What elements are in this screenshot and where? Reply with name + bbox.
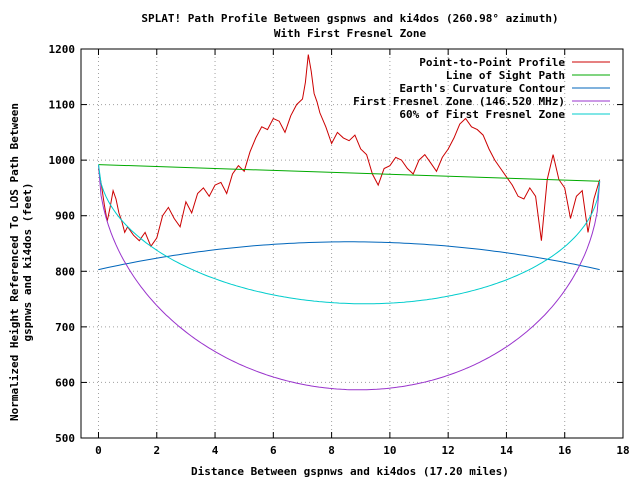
- legend-line-of-sight: Line of Sight Path: [446, 69, 610, 82]
- y-tick-label: 500: [55, 432, 75, 445]
- legend-profile: Point-to-Point Profile: [419, 56, 610, 69]
- y-tick-label: 600: [55, 376, 75, 389]
- chart-subtitle: With First Fresnel Zone: [274, 27, 427, 40]
- y-tick-label: 1100: [49, 99, 76, 112]
- earth-curvature-line: [98, 241, 600, 271]
- legend-first-fresnel: First Fresnel Zone (146.520 MHz): [353, 95, 610, 108]
- y-axis-label-line1: Normalized Height Referenced To LOS Path…: [8, 103, 21, 421]
- y-axis-label-line2: gspnws and ki4dos (feet): [21, 183, 34, 342]
- y-axis-ticks: 500 600 700 800 900 1000 1100 1200: [49, 43, 623, 445]
- line-of-sight-line: [98, 164, 600, 182]
- y-tick-label: 700: [55, 321, 75, 334]
- chart-title: SPLAT! Path Profile Between gspnws and k…: [141, 12, 558, 25]
- y-tick-label: 800: [55, 265, 75, 278]
- x-tick-label: 0: [95, 444, 102, 457]
- x-tick-label: 8: [328, 444, 335, 457]
- x-tick-label: 14: [500, 444, 514, 457]
- x-tick-label: 4: [212, 444, 219, 457]
- profile-line: [98, 54, 601, 248]
- series-lines: [98, 54, 601, 391]
- x-tick-label: 12: [442, 444, 455, 457]
- fresnel-60-line: [98, 164, 601, 305]
- plot-frame: [80, 48, 624, 439]
- legend-fresnel-60: 60% of First Fresnel Zone: [399, 108, 610, 121]
- x-tick-label: 6: [270, 444, 277, 457]
- x-tick-label: 16: [558, 444, 572, 457]
- x-tick-label: 10: [383, 444, 396, 457]
- x-axis-ticks: 0 2 4 6 8 10 12 14 16 18: [95, 49, 630, 457]
- legend-label: Line of Sight Path: [446, 69, 565, 82]
- legend-label: Point-to-Point Profile: [419, 56, 565, 69]
- y-tick-label: 1000: [49, 154, 76, 167]
- legend-earth-curvature: Earth's Curvature Contour: [399, 82, 610, 95]
- legend-label: 60% of First Fresnel Zone: [399, 108, 565, 121]
- y-tick-label: 900: [55, 210, 75, 223]
- x-tick-label: 2: [153, 444, 160, 457]
- x-axis-label: Distance Between gspnws and ki4dos (17.2…: [191, 465, 509, 478]
- x-tick-label: 18: [616, 444, 629, 457]
- y-tick-label: 1200: [49, 43, 76, 56]
- legend-label: First Fresnel Zone (146.520 MHz): [353, 95, 565, 108]
- first-fresnel-zone-line: [98, 164, 601, 391]
- legend-label: Earth's Curvature Contour: [399, 82, 565, 95]
